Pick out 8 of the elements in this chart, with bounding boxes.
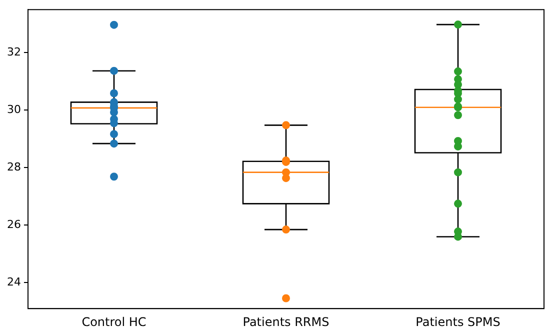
x-tick-label: Patients SPMS	[416, 314, 500, 329]
y-tick-label: 32	[6, 46, 21, 59]
y-tick-label: 24	[6, 276, 21, 289]
y-tick-label: 26	[6, 218, 21, 232]
x-tick-label: Patients RRMS	[242, 314, 330, 329]
y-tick-label: 28	[6, 160, 21, 174]
y-tick-label: 30	[6, 103, 21, 116]
x-tick-label: Control HC	[82, 314, 146, 329]
